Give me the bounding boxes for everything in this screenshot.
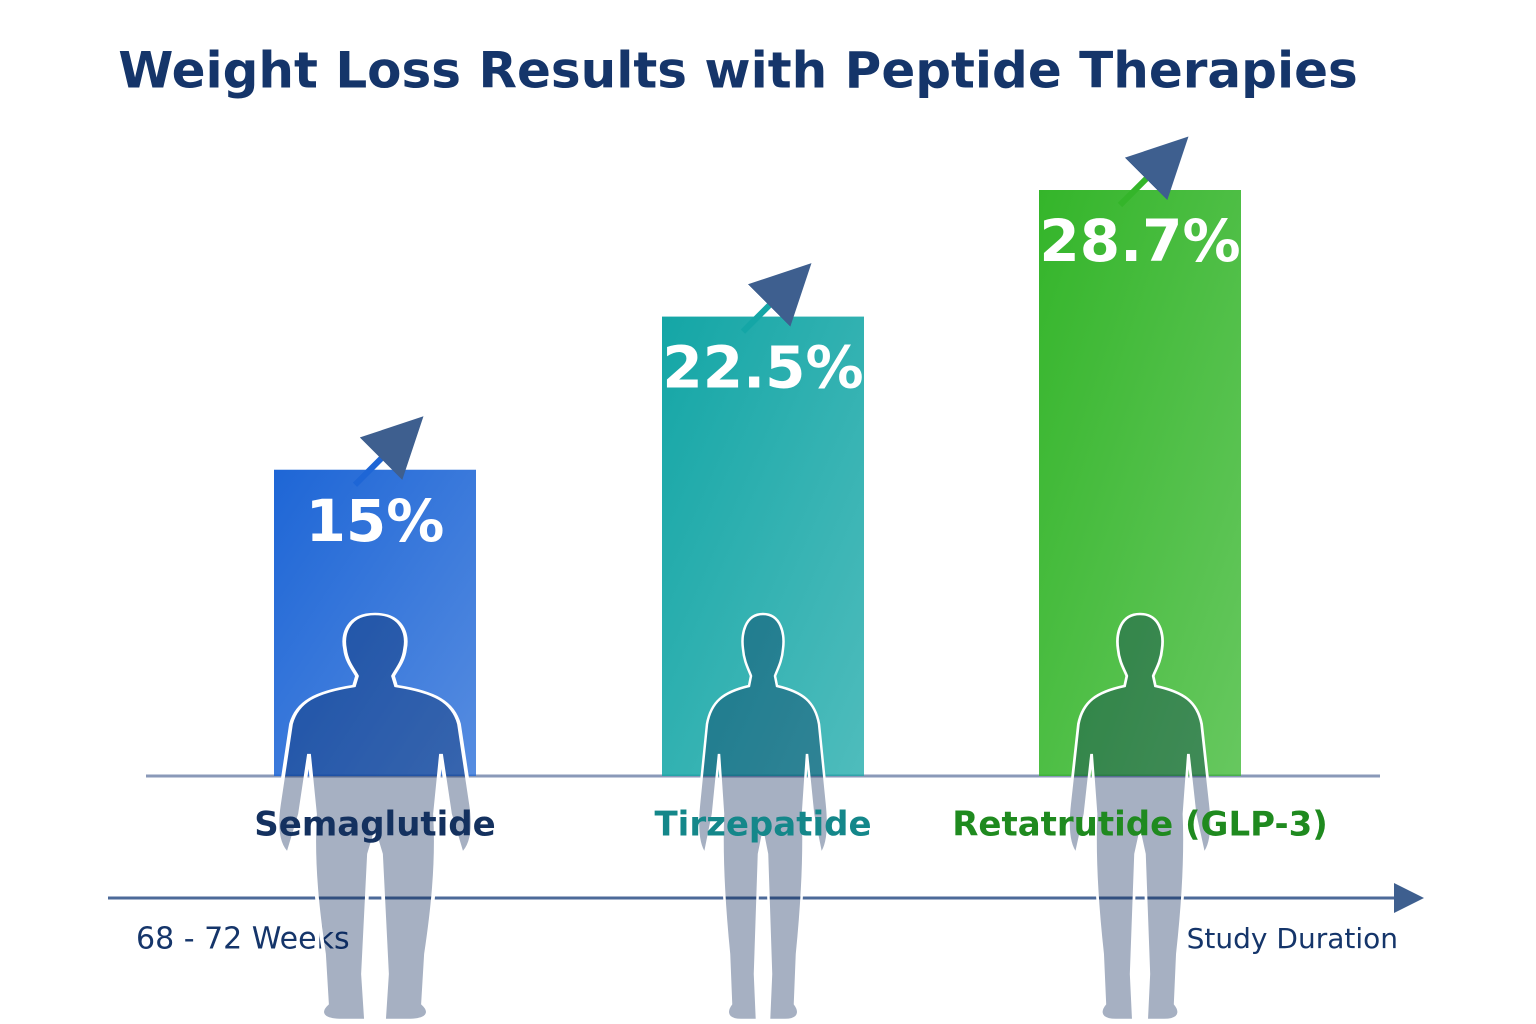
annotation: 68 - 72 Weeks (136, 922, 350, 957)
trend-arrow (352, 416, 424, 487)
trend-arrow (740, 263, 812, 334)
bar (1039, 190, 1241, 776)
silhouette (275, 612, 475, 1022)
category-label: Tirzepatide (654, 805, 871, 845)
bar (662, 316, 864, 776)
category-label: Retatrutide (GLP-3) (952, 805, 1328, 845)
silhouette (1067, 612, 1213, 1022)
chart-title: Weight Loss Results with Peptide Therapi… (118, 42, 1358, 100)
value-label: 15% (306, 487, 445, 555)
value-label: 28.7% (1039, 207, 1240, 275)
x-axis-label: Study Duration (1187, 922, 1398, 955)
value-label: 22.5% (662, 334, 863, 402)
silhouette (696, 612, 830, 1022)
bar (274, 469, 476, 776)
trend-arrow (1117, 136, 1189, 208)
category-label: Semaglutide (254, 805, 495, 845)
